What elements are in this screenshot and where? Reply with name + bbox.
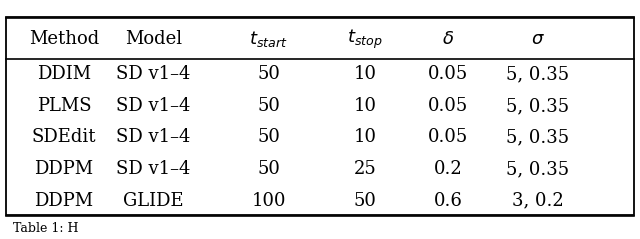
Text: $t_{stop}$: $t_{stop}$: [347, 28, 383, 51]
Text: 0.05: 0.05: [428, 65, 468, 83]
Text: 0.2: 0.2: [434, 160, 462, 178]
Text: SD v1–4: SD v1–4: [116, 160, 191, 178]
Text: 5, 0.35: 5, 0.35: [506, 160, 569, 178]
Text: DDIM: DDIM: [37, 65, 91, 83]
Text: SD v1–4: SD v1–4: [116, 65, 191, 83]
Text: SD v1–4: SD v1–4: [116, 128, 191, 147]
Text: Table 1: H: Table 1: H: [13, 222, 78, 235]
Text: 0.05: 0.05: [428, 97, 468, 115]
Text: $\sigma$: $\sigma$: [531, 30, 545, 49]
Text: DDPM: DDPM: [35, 191, 93, 210]
Text: 0.05: 0.05: [428, 128, 468, 147]
Text: 50: 50: [257, 97, 280, 115]
Text: Model: Model: [125, 30, 182, 49]
Text: $t_{start}$: $t_{start}$: [250, 29, 288, 49]
Text: PLMS: PLMS: [36, 97, 92, 115]
Text: 50: 50: [257, 128, 280, 147]
Text: SDEdit: SDEdit: [32, 128, 96, 147]
Text: 50: 50: [257, 65, 280, 83]
Text: 100: 100: [252, 191, 286, 210]
Text: 0.6: 0.6: [433, 191, 463, 210]
Text: 25: 25: [353, 160, 376, 178]
Text: 5, 0.35: 5, 0.35: [506, 97, 569, 115]
Text: $\delta$: $\delta$: [442, 30, 454, 49]
Text: DDPM: DDPM: [35, 160, 93, 178]
Text: 3, 0.2: 3, 0.2: [512, 191, 563, 210]
Text: SD v1–4: SD v1–4: [116, 97, 191, 115]
Text: 10: 10: [353, 128, 376, 147]
Text: 5, 0.35: 5, 0.35: [506, 65, 569, 83]
Text: 10: 10: [353, 97, 376, 115]
Text: 10: 10: [353, 65, 376, 83]
Text: 50: 50: [353, 191, 376, 210]
Text: 5, 0.35: 5, 0.35: [506, 128, 569, 147]
Text: GLIDE: GLIDE: [124, 191, 184, 210]
Text: Method: Method: [29, 30, 99, 49]
Text: 50: 50: [257, 160, 280, 178]
